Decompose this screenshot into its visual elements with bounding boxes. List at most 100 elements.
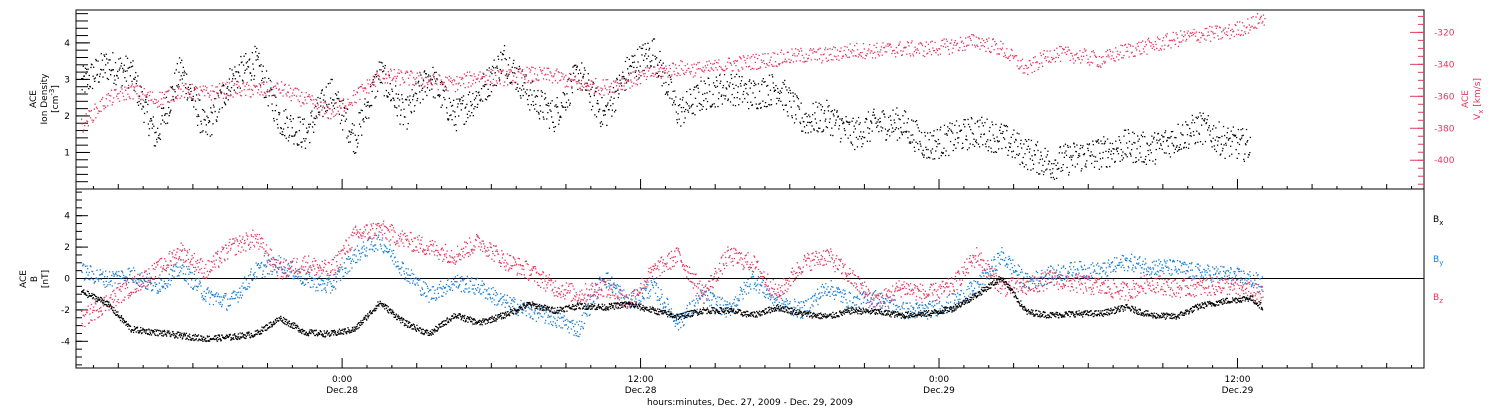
data-point xyxy=(1100,56,1103,59)
data-point xyxy=(916,48,918,50)
data-point xyxy=(460,280,462,282)
data-point xyxy=(571,79,574,81)
data-point xyxy=(819,127,821,129)
data-point xyxy=(93,282,95,284)
data-point xyxy=(626,80,628,82)
data-point xyxy=(1108,148,1110,150)
data-point xyxy=(454,80,456,82)
data-point xyxy=(896,51,898,53)
data-point xyxy=(779,63,781,65)
data-point xyxy=(633,290,635,292)
data-point xyxy=(646,283,648,286)
data-point xyxy=(478,290,481,292)
data-point xyxy=(465,282,467,285)
data-point xyxy=(195,86,198,89)
data-point xyxy=(548,323,550,325)
data-point xyxy=(483,85,485,88)
data-point xyxy=(416,282,418,284)
data-point xyxy=(252,68,255,70)
data-point xyxy=(660,289,662,291)
data-point xyxy=(434,97,436,99)
data-point xyxy=(360,86,363,88)
data-point xyxy=(773,87,775,89)
data-point xyxy=(312,103,314,105)
data-point xyxy=(544,92,546,95)
data-point xyxy=(317,104,319,106)
data-point xyxy=(1121,45,1124,47)
data-point xyxy=(1094,156,1097,158)
data-point xyxy=(198,283,200,285)
data-point xyxy=(201,296,203,298)
data-point xyxy=(948,48,950,51)
data-point xyxy=(400,114,402,116)
data-point xyxy=(513,297,515,299)
data-point xyxy=(1209,40,1212,42)
data-point xyxy=(626,56,628,59)
data-point xyxy=(124,86,126,88)
data-point xyxy=(419,71,421,73)
data-point xyxy=(710,292,712,294)
data-point xyxy=(1082,145,1084,147)
data-point xyxy=(819,119,821,122)
data-point xyxy=(1002,137,1005,139)
data-point xyxy=(582,77,584,79)
data-point xyxy=(239,94,242,96)
data-point xyxy=(354,134,356,136)
data-point xyxy=(963,123,965,125)
top-y2label-sub: x xyxy=(1477,110,1485,114)
data-point xyxy=(96,269,98,271)
data-point xyxy=(613,286,616,289)
data-point xyxy=(358,253,361,255)
data-point xyxy=(213,90,215,92)
data-point xyxy=(954,138,957,141)
data-point xyxy=(172,99,174,102)
data-point xyxy=(320,101,322,103)
data-point xyxy=(154,282,156,284)
data-point xyxy=(1115,56,1118,58)
data-point xyxy=(838,128,840,130)
data-point xyxy=(667,76,669,78)
data-point xyxy=(664,72,666,74)
data-point xyxy=(580,89,582,91)
data-point xyxy=(107,78,110,81)
data-point xyxy=(1186,32,1188,34)
data-point xyxy=(644,55,646,57)
data-point xyxy=(1218,136,1220,139)
data-point xyxy=(793,122,796,124)
data-point xyxy=(589,95,592,98)
data-point xyxy=(526,89,528,91)
data-point xyxy=(237,71,239,73)
data-point xyxy=(327,106,329,108)
data-point xyxy=(561,75,563,78)
data-point xyxy=(236,292,238,294)
data-point xyxy=(352,254,354,256)
data-point xyxy=(181,59,183,61)
data-point xyxy=(495,67,497,69)
data-point xyxy=(223,101,226,103)
data-point xyxy=(546,104,548,106)
data-point xyxy=(644,43,646,45)
data-point xyxy=(179,97,181,99)
data-point xyxy=(694,75,696,77)
data-point xyxy=(404,81,406,83)
data-point xyxy=(656,282,658,285)
data-point xyxy=(327,117,330,120)
data-point xyxy=(608,285,610,287)
data-point xyxy=(435,297,437,299)
data-point xyxy=(537,79,539,82)
data-point xyxy=(392,97,395,100)
data-point xyxy=(1086,62,1089,64)
data-point xyxy=(313,283,315,285)
data-point xyxy=(681,60,683,63)
data-point xyxy=(246,288,249,290)
data-point xyxy=(553,75,555,77)
data-point xyxy=(458,98,460,100)
data-point xyxy=(480,284,482,286)
data-point xyxy=(178,275,180,277)
data-point xyxy=(177,266,179,268)
data-point xyxy=(304,96,306,98)
data-point xyxy=(83,129,85,131)
data-point xyxy=(123,274,125,277)
data-point xyxy=(1235,149,1237,151)
data-point xyxy=(943,147,945,149)
